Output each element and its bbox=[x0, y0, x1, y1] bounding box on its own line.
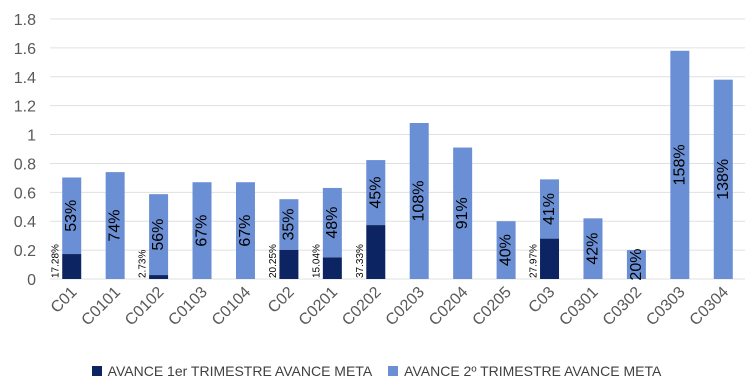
bar-series-1-C0202 bbox=[366, 225, 386, 279]
x-tick-label-C0303: C0303 bbox=[643, 284, 688, 329]
bar-series-2-C03 bbox=[540, 179, 560, 239]
data-label-series-2-C0103: 67% bbox=[194, 215, 211, 247]
x-tick-label-C0203: C0203 bbox=[383, 284, 428, 329]
bars bbox=[62, 50, 733, 280]
bar-series-2-C0303 bbox=[670, 50, 690, 280]
data-label-series-2-C0201: 48% bbox=[324, 207, 341, 239]
legend: AVANCE 1er TRIMESTRE AVANCE META AVANCE … bbox=[0, 362, 753, 380]
x-tick-label-C0103: C0103 bbox=[165, 284, 210, 329]
bar-series-2-C0104 bbox=[235, 182, 255, 279]
y-tick-label: 0.4 bbox=[14, 214, 36, 231]
bar-series-2-C0201 bbox=[322, 187, 342, 258]
bar-series-1-C01 bbox=[62, 254, 82, 279]
y-tick-label: 0.6 bbox=[14, 185, 36, 202]
data-label-series-1-C0201: 15.04% bbox=[311, 244, 322, 278]
data-label-series-1-C02: 20.25% bbox=[268, 244, 279, 278]
bar-series-2-C0301 bbox=[583, 218, 603, 279]
y-axis-tick-labels: 0 0.2 0.4 0.6 0.8 1 1.2 1.4 1.6 1.8 bbox=[14, 12, 36, 289]
data-labels: 53%17.28%74% 56%2.73%67% 67% 35%20.25%48%15… bbox=[51, 144, 732, 280]
bar-series-2-C0102 bbox=[149, 194, 169, 276]
data-label-series-2-C0202: 45% bbox=[367, 177, 384, 209]
x-tick-label-C01: C01 bbox=[48, 284, 81, 317]
data-label-series-2-C0304: 138% bbox=[715, 159, 732, 200]
y-tick-label: 1.6 bbox=[14, 41, 36, 58]
bar-series-2-C0103 bbox=[192, 182, 212, 279]
x-tick-label-C0104: C0104 bbox=[209, 284, 254, 329]
data-label-series-2-C03: 41% bbox=[541, 193, 558, 225]
data-label-series-1-C03: 27.97% bbox=[529, 244, 540, 278]
data-label-series-2-C0101: 74% bbox=[107, 210, 124, 242]
y-tick-label: 1.4 bbox=[14, 70, 36, 87]
x-tick-label-C0205: C0205 bbox=[470, 284, 515, 329]
x-tick-label-C0102: C0102 bbox=[122, 284, 167, 329]
x-tick-label-C02: C02 bbox=[265, 284, 298, 317]
x-tick-label-C0304: C0304 bbox=[687, 284, 732, 329]
bar-series-2-C0101 bbox=[105, 172, 125, 279]
y-tick-label: 1 bbox=[27, 128, 36, 145]
bar-series-2-C0304 bbox=[713, 79, 733, 280]
data-label-series-2-C01: 53% bbox=[63, 200, 80, 232]
data-label-series-2-C0301: 42% bbox=[584, 233, 601, 265]
x-tick-label-C03: C03 bbox=[526, 284, 559, 317]
legend-label-series-1: AVANCE 1er TRIMESTRE AVANCE META bbox=[107, 363, 373, 379]
x-tick-label-C0204: C0204 bbox=[426, 284, 471, 329]
bar-series-2-C02 bbox=[279, 199, 299, 250]
y-tick-label: 1.2 bbox=[14, 99, 36, 116]
x-tick-label-C0201: C0201 bbox=[296, 284, 341, 329]
data-label-series-2-C02: 35% bbox=[280, 208, 297, 240]
data-label-series-1-C0202: 37.33% bbox=[355, 244, 366, 278]
data-label-series-2-C0302: 20% bbox=[628, 249, 645, 281]
y-tick-label: 0 bbox=[27, 272, 36, 289]
bar-series-2-C0202 bbox=[366, 160, 386, 226]
y-tick-label: 0.2 bbox=[14, 243, 36, 260]
bar-series-1-C0102 bbox=[149, 275, 169, 279]
data-label-series-2-C0303: 158% bbox=[671, 144, 688, 185]
bar-series-1-C03 bbox=[540, 238, 560, 279]
bar-series-1-C02 bbox=[279, 249, 299, 279]
data-label-series-1-C0102: 2.73% bbox=[138, 250, 149, 278]
bar-series-2-C0205 bbox=[496, 221, 516, 279]
data-label-series-1-C01: 17.28% bbox=[51, 244, 62, 278]
y-tick-label: 1.8 bbox=[14, 12, 36, 29]
y-tick-label: 0.8 bbox=[14, 156, 36, 173]
bar-series-2-C01 bbox=[62, 177, 82, 255]
legend-item-series-2: AVANCE 2º TRIMESTRE AVANCE META bbox=[388, 363, 661, 379]
bar-series-2-C0302 bbox=[626, 250, 646, 279]
x-tick-label-C0301: C0301 bbox=[556, 284, 601, 329]
bar-series-2-C0203 bbox=[409, 123, 429, 279]
x-tick-label-C0101: C0101 bbox=[79, 284, 124, 329]
data-label-series-2-C0203: 108% bbox=[411, 181, 428, 222]
legend-swatch-series-2 bbox=[388, 366, 399, 376]
x-tick-label-C0202: C0202 bbox=[339, 284, 384, 329]
data-label-series-2-C0205: 40% bbox=[498, 234, 515, 266]
data-label-series-2-C0102: 56% bbox=[150, 219, 167, 251]
data-label-series-2-C0204: 91% bbox=[454, 197, 471, 229]
legend-label-series-2: AVANCE 2º TRIMESTRE AVANCE META bbox=[404, 363, 662, 379]
legend-item-series-1: AVANCE 1er TRIMESTRE AVANCE META bbox=[91, 363, 373, 379]
bar-series-2-C0204 bbox=[453, 147, 473, 279]
x-tick-label-C0302: C0302 bbox=[600, 284, 645, 329]
legend-swatch-series-1 bbox=[91, 366, 102, 376]
stacked-bar-chart: 0 0.2 0.4 0.6 0.8 1 1.2 1.4 1.6 1.8 53% 17.28% 74% 5… bbox=[14, 12, 745, 329]
bar-series-1-C0201 bbox=[322, 257, 342, 279]
data-label-series-2-C0104: 67% bbox=[237, 215, 254, 247]
